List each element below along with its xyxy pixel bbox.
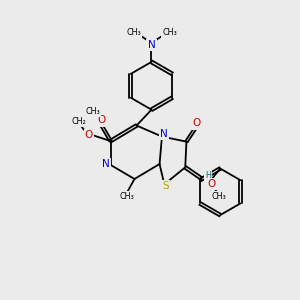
Text: CH₃: CH₃ [85,107,100,116]
Text: N: N [102,159,110,169]
Text: CH₃: CH₃ [162,28,177,37]
Text: CH₃: CH₃ [120,192,134,201]
Text: CH₃: CH₃ [211,192,226,201]
Text: N: N [160,129,168,139]
Text: CH₃: CH₃ [126,28,141,37]
Text: O: O [193,118,201,128]
Text: CH₂: CH₂ [71,117,86,126]
Text: O: O [85,130,93,140]
Text: H: H [205,171,211,180]
Text: N: N [148,40,155,50]
Text: O: O [97,116,105,125]
Text: O: O [208,179,216,189]
Text: S: S [163,181,169,191]
